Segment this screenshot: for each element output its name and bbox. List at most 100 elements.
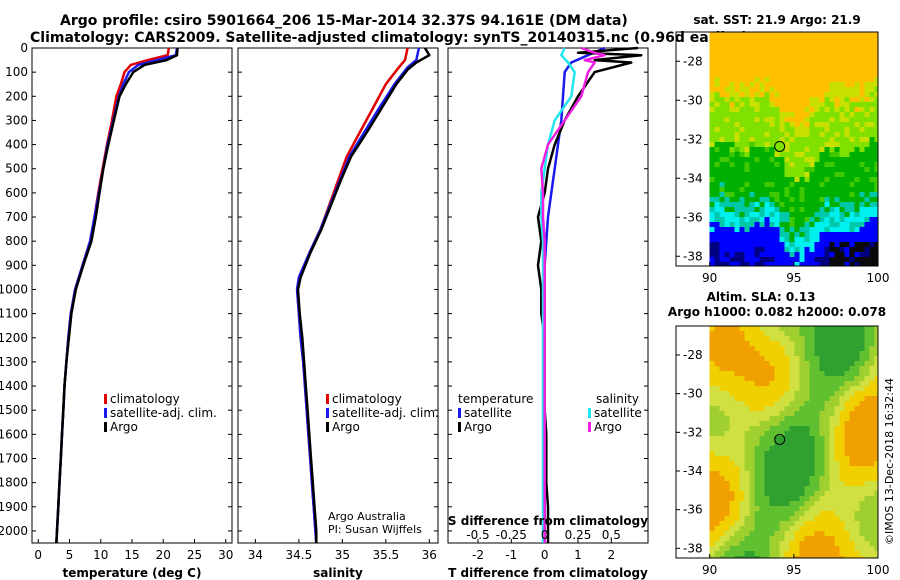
sla-heatmap-cell (744, 366, 750, 371)
sst-heatmap-cell (714, 157, 720, 162)
sla-heatmap-cell (814, 416, 820, 421)
sla-heatmap-cell (734, 396, 740, 401)
sst-heatmap-cell (734, 57, 740, 62)
sst-heatmap-cell (709, 62, 715, 67)
sla-heatmap-cell (779, 371, 785, 376)
sst-heatmap-cell (764, 97, 770, 102)
sst-heatmap-cell (789, 42, 795, 47)
sst-heatmap-cell (844, 102, 850, 107)
sla-heatmap-cell (809, 481, 815, 486)
sla-heatmap-cell (799, 431, 805, 436)
sst-heatmap-cell (804, 242, 810, 247)
sst-heatmap-cell (724, 197, 730, 202)
sla-heatmap-cell (744, 406, 750, 411)
sst-heatmap-cell (739, 237, 745, 242)
sla-heatmap-cell (759, 371, 765, 376)
sst-heatmap-cell (784, 37, 790, 42)
sla-heatmap-cell (819, 346, 825, 351)
sst-heatmap-cell (844, 87, 850, 92)
sla-heatmap-cell (734, 391, 740, 396)
sst-heatmap-cell (754, 152, 760, 157)
sla-heatmap-cell (864, 436, 870, 441)
sla-heatmap-cell (709, 456, 715, 461)
sst-heatmap-cell (789, 77, 795, 82)
sla-heatmap-cell (719, 356, 725, 361)
sla-heatmap-cell (749, 496, 755, 501)
sla-heatmap-cell (719, 381, 725, 386)
sla-heatmap-cell (774, 476, 780, 481)
sla-heatmap-cell (764, 556, 770, 558)
sst-heatmap-cell (819, 237, 825, 242)
sst-heatmap-cell (804, 237, 810, 242)
sst-heatmap-cell (724, 227, 730, 232)
sla-heatmap-cell (849, 511, 855, 516)
sla-heatmap-cell (749, 461, 755, 466)
sst-heatmap-cell (819, 197, 825, 202)
sla-heatmap-cell (784, 426, 790, 431)
sst-heatmap-cell (849, 147, 855, 152)
sst-heatmap-cell (874, 217, 878, 222)
sst-heatmap-cell (759, 122, 765, 127)
sla-heatmap-cell (839, 481, 845, 486)
sst-heatmap-cell (869, 232, 875, 237)
sst-heatmap-cell (759, 47, 765, 52)
sst-heatmap-cell (754, 142, 760, 147)
sla-heatmap-cell (729, 546, 735, 551)
sla-heatmap-cells (709, 326, 878, 558)
sla-heatmap-cell (769, 556, 775, 558)
sla-heatmap-cell (724, 506, 730, 511)
sst-heatmap-cell (794, 177, 800, 182)
sst-heatmap-cell (864, 127, 870, 132)
sla-heatmap-cell (729, 471, 735, 476)
sst-heatmap-cell (814, 47, 820, 52)
sst-heatmap-cell (749, 207, 755, 212)
sst-heatmap-cell (784, 112, 790, 117)
sla-heatmap-cell (829, 466, 835, 471)
sla-heatmap-cell (814, 326, 820, 331)
sla-heatmap-cell (784, 381, 790, 386)
sla-heatmap-cell (769, 326, 775, 331)
y-tick-label: 100 (5, 65, 28, 79)
sst-heatmap-cell (794, 232, 800, 237)
sst-heatmap-cell (809, 92, 815, 97)
sla-heatmap-cell (739, 331, 745, 336)
sst-heatmap-cell (819, 247, 825, 252)
sst-heatmap-cell (759, 72, 765, 77)
sst-heatmap-cell (794, 222, 800, 227)
sst-heatmap-cell (809, 172, 815, 177)
sla-heatmap-cell (809, 466, 815, 471)
sla-heatmap-cell (844, 521, 850, 526)
sst-heatmap-cell (754, 162, 760, 167)
sla-heatmap-cell (724, 556, 730, 558)
sla-heatmap-cell (744, 401, 750, 406)
sst-heatmap-cell (799, 207, 805, 212)
sst-heatmap-cell (734, 72, 740, 77)
sla-heatmap-cell (779, 481, 785, 486)
sst-heatmap-cell (854, 227, 860, 232)
sla-heatmap-cell (799, 336, 805, 341)
y-tick-label: -38 (683, 249, 703, 263)
sla-heatmap-cell (729, 391, 735, 396)
sst-heatmap-cell (819, 62, 825, 67)
sst-heatmap-cell (819, 157, 825, 162)
sla-heatmap-cell (814, 451, 820, 456)
sst-heatmap-cell (829, 157, 835, 162)
sst-heatmap-cell (804, 57, 810, 62)
sla-heatmap-cell (789, 556, 795, 558)
sla-heatmap-cell (779, 381, 785, 386)
sla-heatmap-cell (824, 336, 830, 341)
sla-heatmap-cell (864, 551, 870, 556)
sla-heatmap-cell (829, 456, 835, 461)
sst-heatmap-cell (739, 37, 745, 42)
sla-heatmap-cell (759, 366, 765, 371)
sla-heatmap-cell (734, 536, 740, 541)
sst-heatmap-cell (779, 92, 785, 97)
sst-heatmap-cell (749, 57, 755, 62)
sst-heatmap-cell (724, 67, 730, 72)
sla-heatmap-cell (844, 536, 850, 541)
sst-heatmap-cell (864, 67, 870, 72)
sst-heatmap-cell (844, 217, 850, 222)
sst-heatmap-cell (814, 82, 820, 87)
sla-heatmap-cell (719, 456, 725, 461)
sst-heatmap-cell (794, 37, 800, 42)
